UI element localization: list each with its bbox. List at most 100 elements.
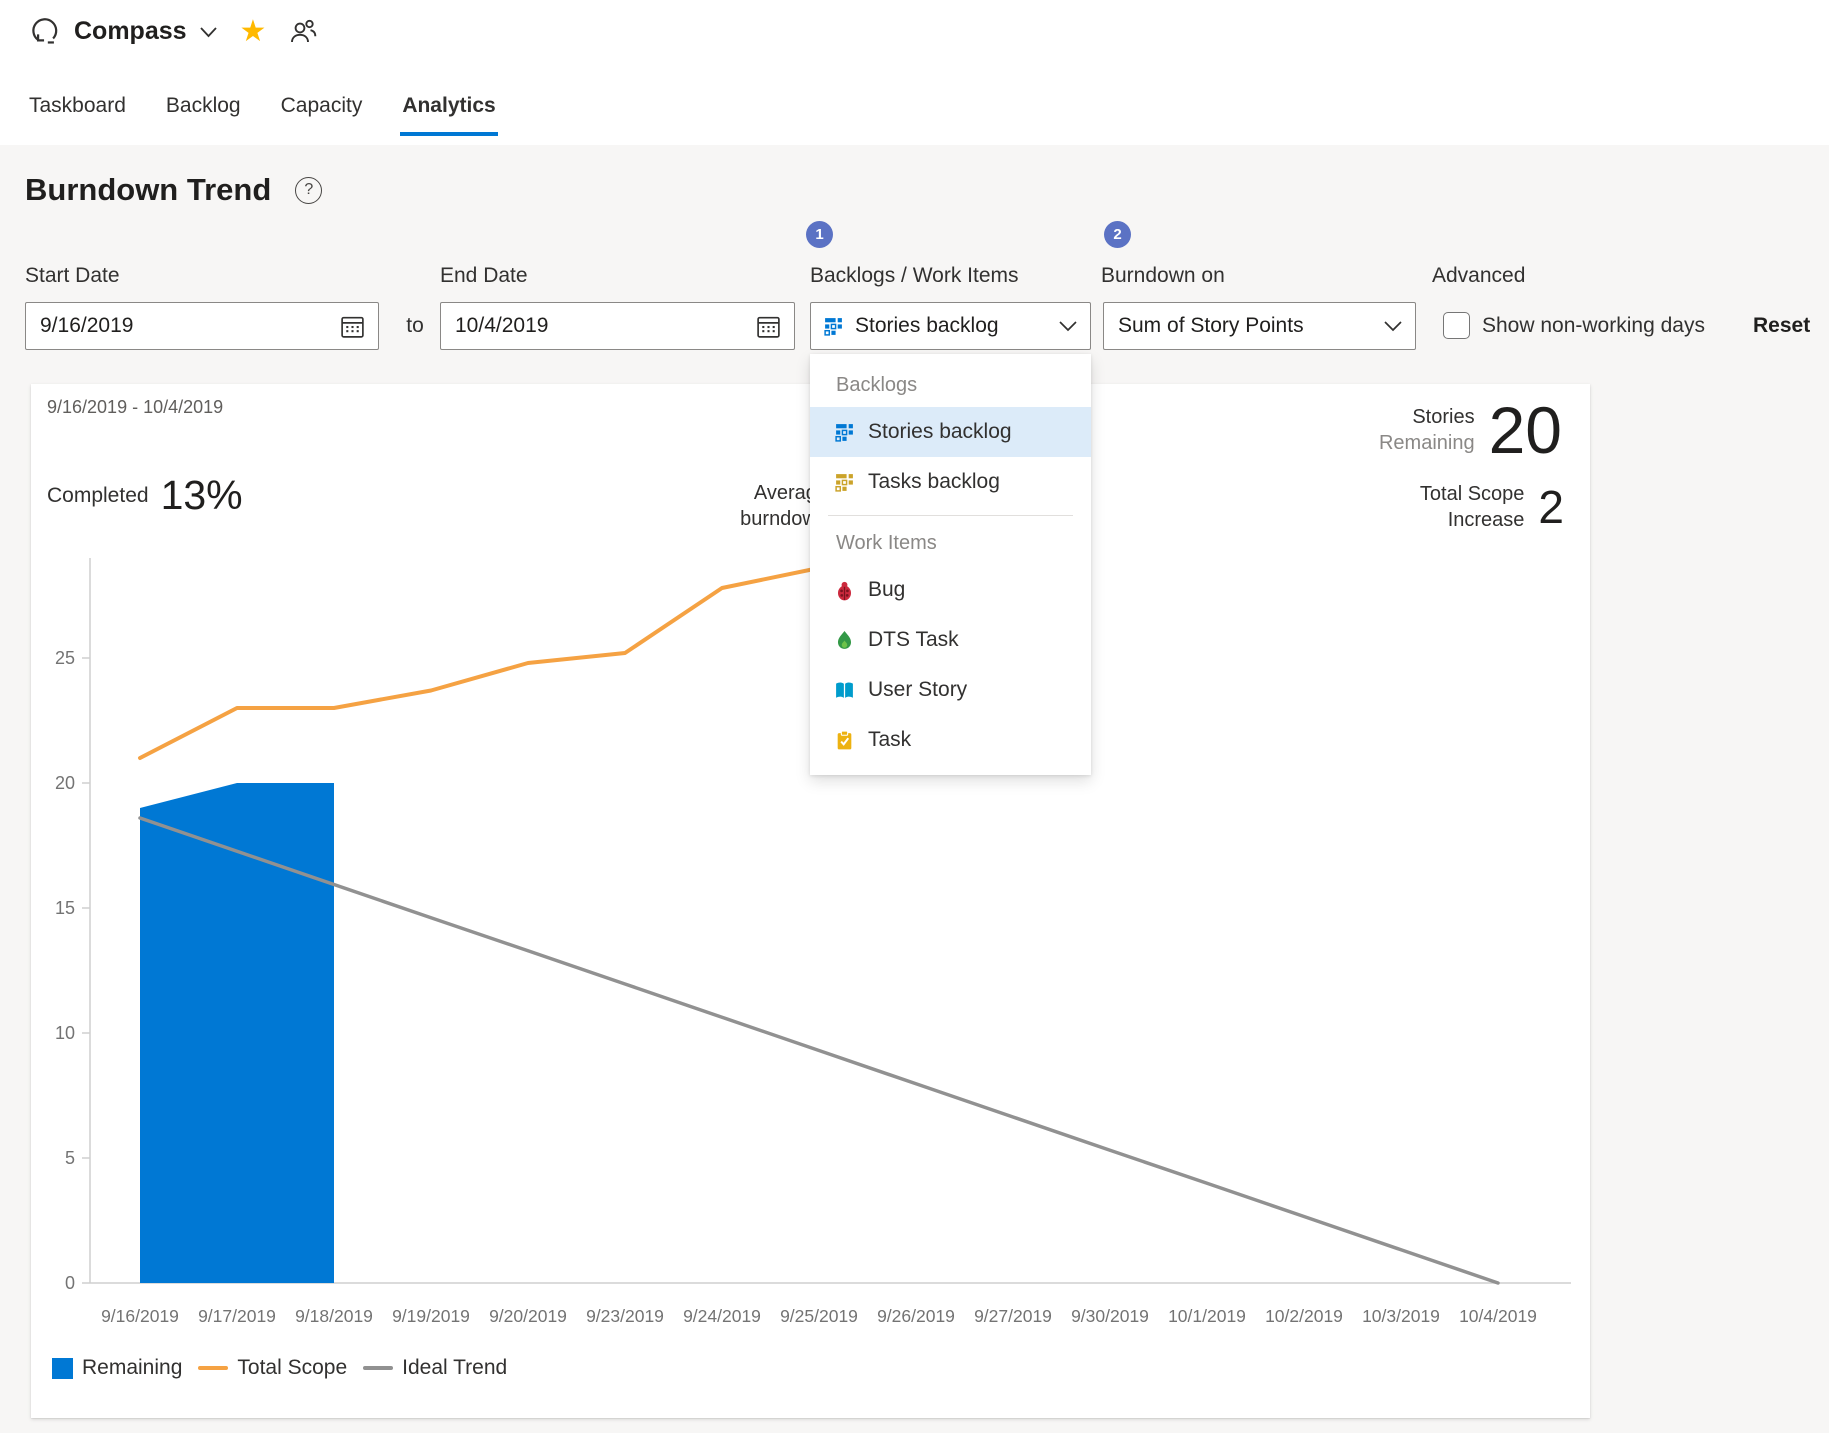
app-header: Compass ★ Taskboard Backlog Capacity Ana…: [0, 0, 1829, 145]
chart-date-range: 9/16/2019 - 10/4/2019: [47, 397, 224, 417]
average-burndown-label-line1: Average: [753, 482, 828, 504]
svg-text:9/20/2019: 9/20/2019: [489, 1306, 567, 1326]
start-date-value: 9/16/2019: [40, 314, 134, 337]
nav-tabs: Taskboard Backlog Capacity Analytics: [27, 88, 498, 136]
svg-text:10/3/2019: 10/3/2019: [1362, 1306, 1440, 1326]
backlogs-select[interactable]: Stories backlog: [810, 302, 1091, 350]
stories-remaining-value: 20: [1488, 393, 1562, 467]
chevron-down-icon: [1058, 320, 1078, 332]
dropdown-item-dts-task[interactable]: DTS Task: [810, 615, 1091, 665]
completed-stat: Completed 13%: [47, 472, 243, 519]
calendar-icon[interactable]: [755, 313, 782, 340]
tab-capacity[interactable]: Capacity: [280, 94, 363, 117]
total-scope-swatch-icon: [198, 1366, 229, 1370]
dropdown-section-work-items: Work Items: [836, 532, 937, 554]
total-scope-label-line1: Total Scope: [1419, 483, 1525, 505]
help-icon[interactable]: ?: [295, 176, 323, 204]
calendar-icon[interactable]: [339, 313, 366, 340]
end-date-label: End Date: [440, 264, 528, 287]
step-1-badge: 1: [806, 221, 833, 248]
tab-analytics[interactable]: Analytics: [400, 88, 498, 136]
tab-taskboard[interactable]: Taskboard: [29, 94, 126, 117]
total-scope-label-line2: Increase: [1447, 509, 1525, 531]
team-title[interactable]: Compass: [74, 17, 187, 45]
show-non-working-days-checkbox[interactable]: [1443, 312, 1470, 339]
dropdown-item-task[interactable]: Task: [810, 715, 1091, 765]
average-burndown-stat: Average burndown: [668, 480, 828, 532]
step-2-badge: 2: [1104, 221, 1131, 248]
dropdown-item-user-story[interactable]: User Story: [810, 665, 1091, 715]
legend-item-remaining: Remaining: [52, 1356, 182, 1380]
svg-text:9/30/2019: 9/30/2019: [1071, 1306, 1149, 1326]
stories-remaining-label-line1: Stories: [1412, 406, 1475, 428]
svg-text:9/19/2019: 9/19/2019: [392, 1306, 470, 1326]
svg-text:9/24/2019: 9/24/2019: [683, 1306, 761, 1326]
stories-remaining-stat: Stories Remaining 20: [1379, 392, 1562, 468]
advanced-label: Advanced: [1432, 264, 1526, 287]
svg-text:25: 25: [55, 648, 75, 668]
svg-text:0: 0: [65, 1273, 75, 1293]
svg-text:9/23/2019: 9/23/2019: [586, 1306, 664, 1326]
dropdown-divider: [828, 515, 1073, 516]
svg-text:9/18/2019: 9/18/2019: [295, 1306, 373, 1326]
favorite-star-icon[interactable]: ★: [239, 14, 267, 48]
total-scope-increase-stat: Total Scope Increase 2: [1420, 480, 1564, 534]
backlogs-work-items-label: Backlogs / Work Items: [810, 264, 1019, 287]
task-icon: [834, 730, 855, 751]
svg-text:10: 10: [55, 1023, 75, 1043]
svg-text:10/4/2019: 10/4/2019: [1459, 1306, 1537, 1326]
svg-text:5: 5: [65, 1148, 75, 1168]
reset-button[interactable]: Reset: [1753, 314, 1811, 337]
dropdown-item-bug[interactable]: Bug: [810, 565, 1091, 615]
burndown-on-value: Sum of Story Points: [1118, 314, 1304, 337]
svg-text:9/17/2019: 9/17/2019: [198, 1306, 276, 1326]
stories-remaining-label-line2: Remaining: [1378, 432, 1475, 454]
start-date-label: Start Date: [25, 264, 120, 287]
burndown-chart: 0 5 10 15 20 25 9/16/2019 9/17/2019 9/18/2019 9/1…: [55, 558, 1571, 1326]
show-non-working-days-label[interactable]: Show non-working days: [1482, 314, 1705, 337]
legend-item-total-scope: Total Scope: [198, 1356, 347, 1380]
chart-legend: Remaining Total Scope Ideal Trend: [52, 1356, 507, 1380]
dropdown-item-label: Bug: [868, 578, 906, 601]
legend-remaining-label: Remaining: [82, 1356, 183, 1379]
ideal-trend-swatch-icon: [363, 1366, 394, 1370]
svg-text:9/27/2019: 9/27/2019: [974, 1306, 1052, 1326]
dropdown-item-stories-backlog[interactable]: Stories backlog: [810, 407, 1091, 457]
dropdown-item-label: User Story: [868, 678, 968, 701]
user-story-icon: [834, 680, 855, 701]
chevron-down-icon[interactable]: [199, 26, 218, 38]
dts-task-icon: [834, 630, 855, 651]
team-members-icon[interactable]: [288, 17, 318, 47]
dropdown-item-label: Task: [868, 728, 912, 751]
dropdown-item-tasks-backlog[interactable]: Tasks backlog: [810, 457, 1091, 507]
svg-text:9/16/2019: 9/16/2019: [101, 1306, 179, 1326]
dropdown-section-backlogs: Backlogs: [836, 374, 918, 396]
svg-text:10/2/2019: 10/2/2019: [1265, 1306, 1343, 1326]
legend-item-ideal-trend: Ideal Trend: [363, 1356, 507, 1380]
chevron-down-icon: [1383, 320, 1403, 332]
page-heading-row: Burndown Trend ?: [25, 172, 323, 208]
start-date-input[interactable]: 9/16/2019: [25, 302, 379, 350]
burndown-on-label: Burndown on: [1101, 264, 1225, 287]
stories-backlog-icon: [834, 422, 855, 443]
average-burndown-label-line2: burndown: [740, 508, 828, 530]
burndown-on-select[interactable]: Sum of Story Points: [1103, 302, 1416, 350]
legend-total-scope-label: Total Scope: [237, 1356, 348, 1379]
completed-label: Completed: [47, 483, 149, 507]
svg-text:9/25/2019: 9/25/2019: [780, 1306, 858, 1326]
sprint-brand-row: Compass ★: [29, 16, 318, 47]
dropdown-item-label: DTS Task: [868, 628, 959, 651]
remaining-swatch-icon: [52, 1357, 73, 1379]
total-scope-increase-value: 2: [1538, 481, 1564, 533]
end-date-input[interactable]: 10/4/2019: [440, 302, 795, 350]
dropdown-item-label: Tasks backlog: [868, 470, 1000, 493]
bug-icon: [834, 580, 855, 601]
svg-text:10/1/2019: 10/1/2019: [1168, 1306, 1246, 1326]
backlogs-select-value: Stories backlog: [855, 314, 999, 337]
backlogs-dropdown-panel: Backlogs Stories backlog: [810, 354, 1091, 775]
sprint-icon: [29, 16, 60, 47]
tab-backlog[interactable]: Backlog: [165, 94, 241, 117]
svg-text:20: 20: [55, 773, 75, 793]
legend-ideal-trend-label: Ideal Trend: [402, 1356, 508, 1379]
